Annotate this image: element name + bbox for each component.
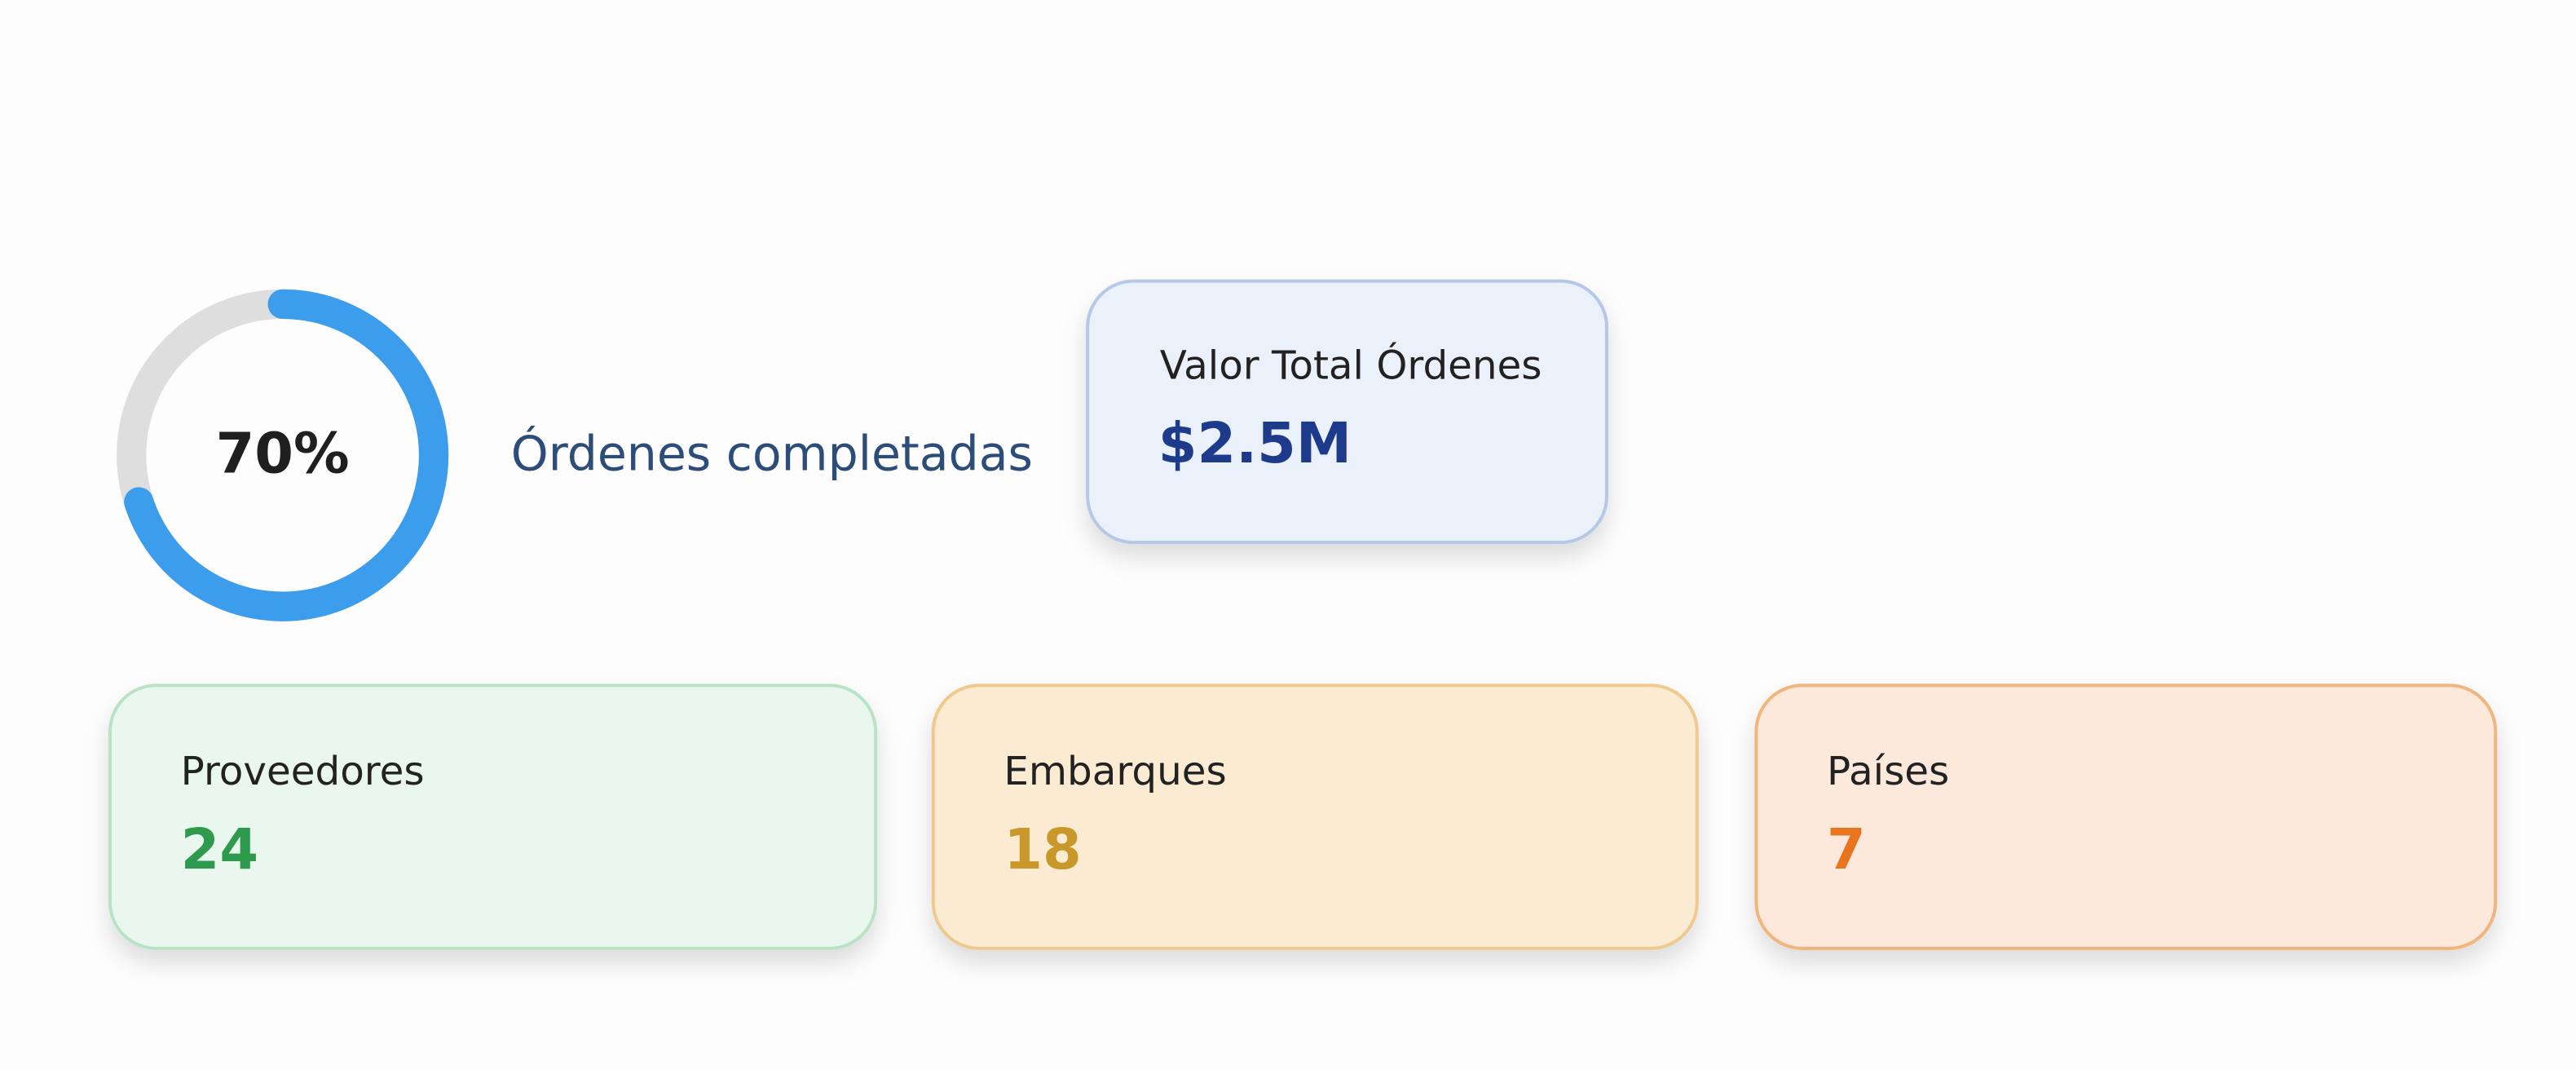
total-card (1086, 279, 1608, 545)
stat-card-value: 18 (1003, 817, 1081, 882)
stat-card-label: Embarques (1003, 749, 1226, 794)
stat-card-value: 7 (1827, 817, 1866, 882)
stat-card-label: Países (1827, 749, 1949, 794)
stat-card (1754, 683, 2498, 950)
donut-caption: Órdenes completadas (511, 425, 1033, 481)
stat-cards: Proveedores 24 Embarques 18 Países 7 (108, 683, 2498, 950)
stat-card-label: Proveedores (181, 749, 425, 794)
total-card-value: $2.5M (1158, 411, 1352, 476)
stat-card (931, 683, 1699, 950)
stat-card-value: 24 (181, 817, 258, 882)
stat-card (108, 683, 878, 950)
donut-arc (124, 289, 449, 621)
total-card-label: Valor Total Órdenes (1160, 342, 1542, 388)
donut-label: 70% (216, 421, 350, 486)
